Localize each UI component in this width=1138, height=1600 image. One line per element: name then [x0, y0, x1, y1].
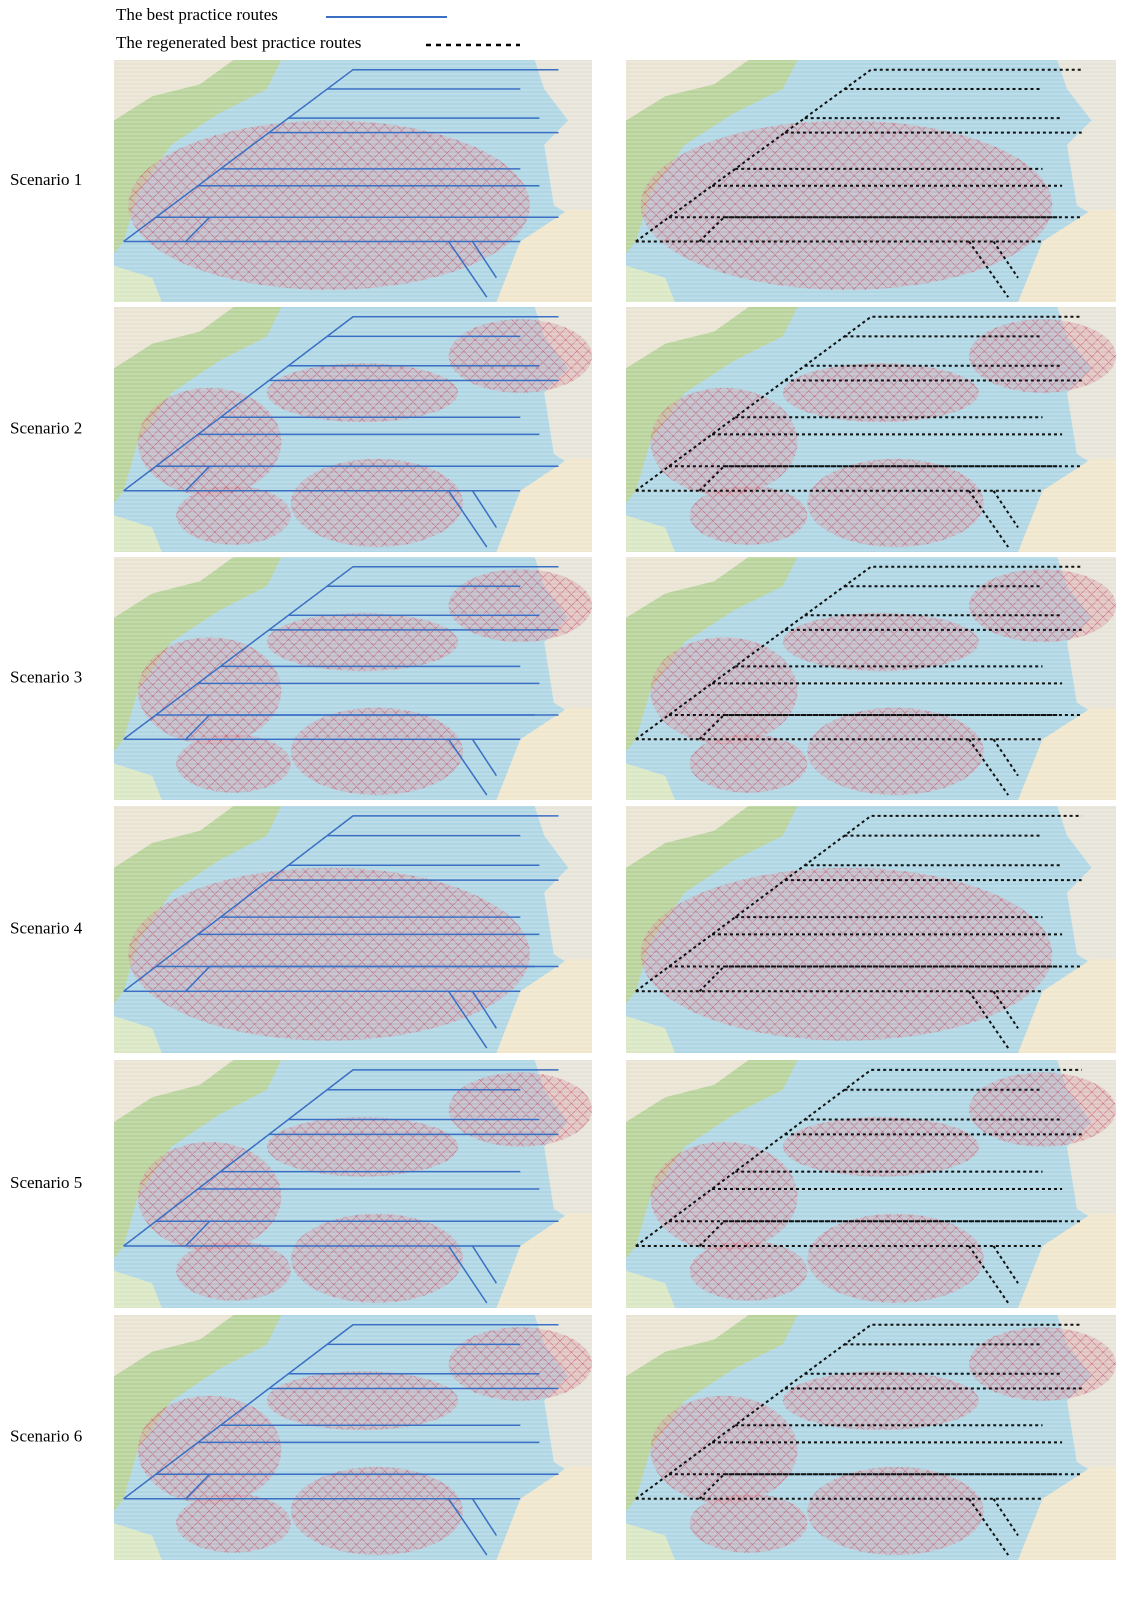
- grid-overlay: [626, 1060, 1116, 1308]
- page: {"legend": {"items": [{"label": "The bes…: [0, 0, 1138, 1600]
- map-panel: [114, 1315, 592, 1560]
- map-panel: [626, 1315, 1116, 1560]
- grid-overlay: [114, 806, 592, 1053]
- map-panel: [114, 806, 592, 1053]
- map-panel: [114, 60, 592, 302]
- scenario-label: Scenario 3: [10, 667, 82, 686]
- scenario-label: Scenario 5: [10, 1173, 82, 1192]
- map-panel: [626, 557, 1116, 800]
- scenario-label: Scenario 1: [10, 170, 82, 189]
- map-panel: [114, 557, 592, 800]
- scenario-label: Scenario 4: [10, 918, 83, 937]
- grid-overlay: [626, 307, 1116, 552]
- map-panel: [626, 60, 1116, 302]
- map-panel: [114, 1060, 592, 1308]
- grid-overlay: [626, 557, 1116, 800]
- grid-overlay: [114, 60, 592, 302]
- map-panel: [626, 806, 1116, 1053]
- grid-overlay: [626, 1315, 1116, 1560]
- map-panel: [626, 307, 1116, 552]
- legend-label: The best practice routes: [116, 5, 278, 24]
- figure: The best practice routes The regenerated…: [0, 0, 1138, 1595]
- grid-overlay: [626, 60, 1116, 302]
- scenario-label: Scenario 6: [10, 1426, 82, 1445]
- grid-overlay: [626, 806, 1116, 1053]
- grid-overlay: [114, 307, 592, 552]
- map-panel: [626, 1060, 1116, 1308]
- grid-overlay: [114, 557, 592, 800]
- scenario-label: Scenario 2: [10, 418, 82, 437]
- map-panel: [114, 307, 592, 552]
- grid-overlay: [114, 1315, 592, 1560]
- grid-overlay: [114, 1060, 592, 1308]
- legend-label: The regenerated best practice routes: [116, 33, 361, 52]
